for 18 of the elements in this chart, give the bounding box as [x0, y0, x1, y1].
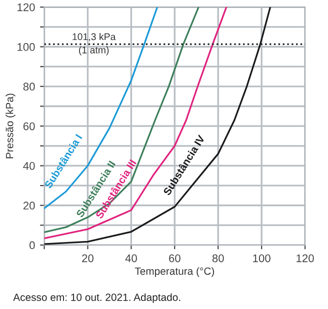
y-axis-title: Pressão (kPa)	[6, 94, 16, 158]
y-tick-label: 60	[23, 122, 35, 130]
y-tick-label: 20	[23, 202, 35, 210]
x-tick-label: 40	[125, 254, 137, 262]
x-tick-label: 80	[212, 254, 224, 262]
y-tick-label: 40	[23, 162, 35, 170]
x-tick-label: 100	[253, 254, 270, 262]
ref-line-label: 101,3 kPa (1 atm)	[72, 33, 116, 56]
x-tick-label: 120	[296, 254, 314, 262]
x-tick-label: 60	[169, 254, 180, 262]
y-tick-label: 120	[18, 3, 35, 12]
y-tick-label: 80	[23, 82, 35, 91]
text: Acesso em: 10 out. 2021. Adaptado.	[13, 293, 180, 304]
y-tick-label: 100	[18, 43, 35, 51]
x-axis-title: Temperatura (°C)	[134, 267, 214, 277]
y-tick-label: 0	[30, 241, 35, 250]
line-series	[44, 7, 228, 240]
x-tick-label: 20	[82, 254, 94, 262]
